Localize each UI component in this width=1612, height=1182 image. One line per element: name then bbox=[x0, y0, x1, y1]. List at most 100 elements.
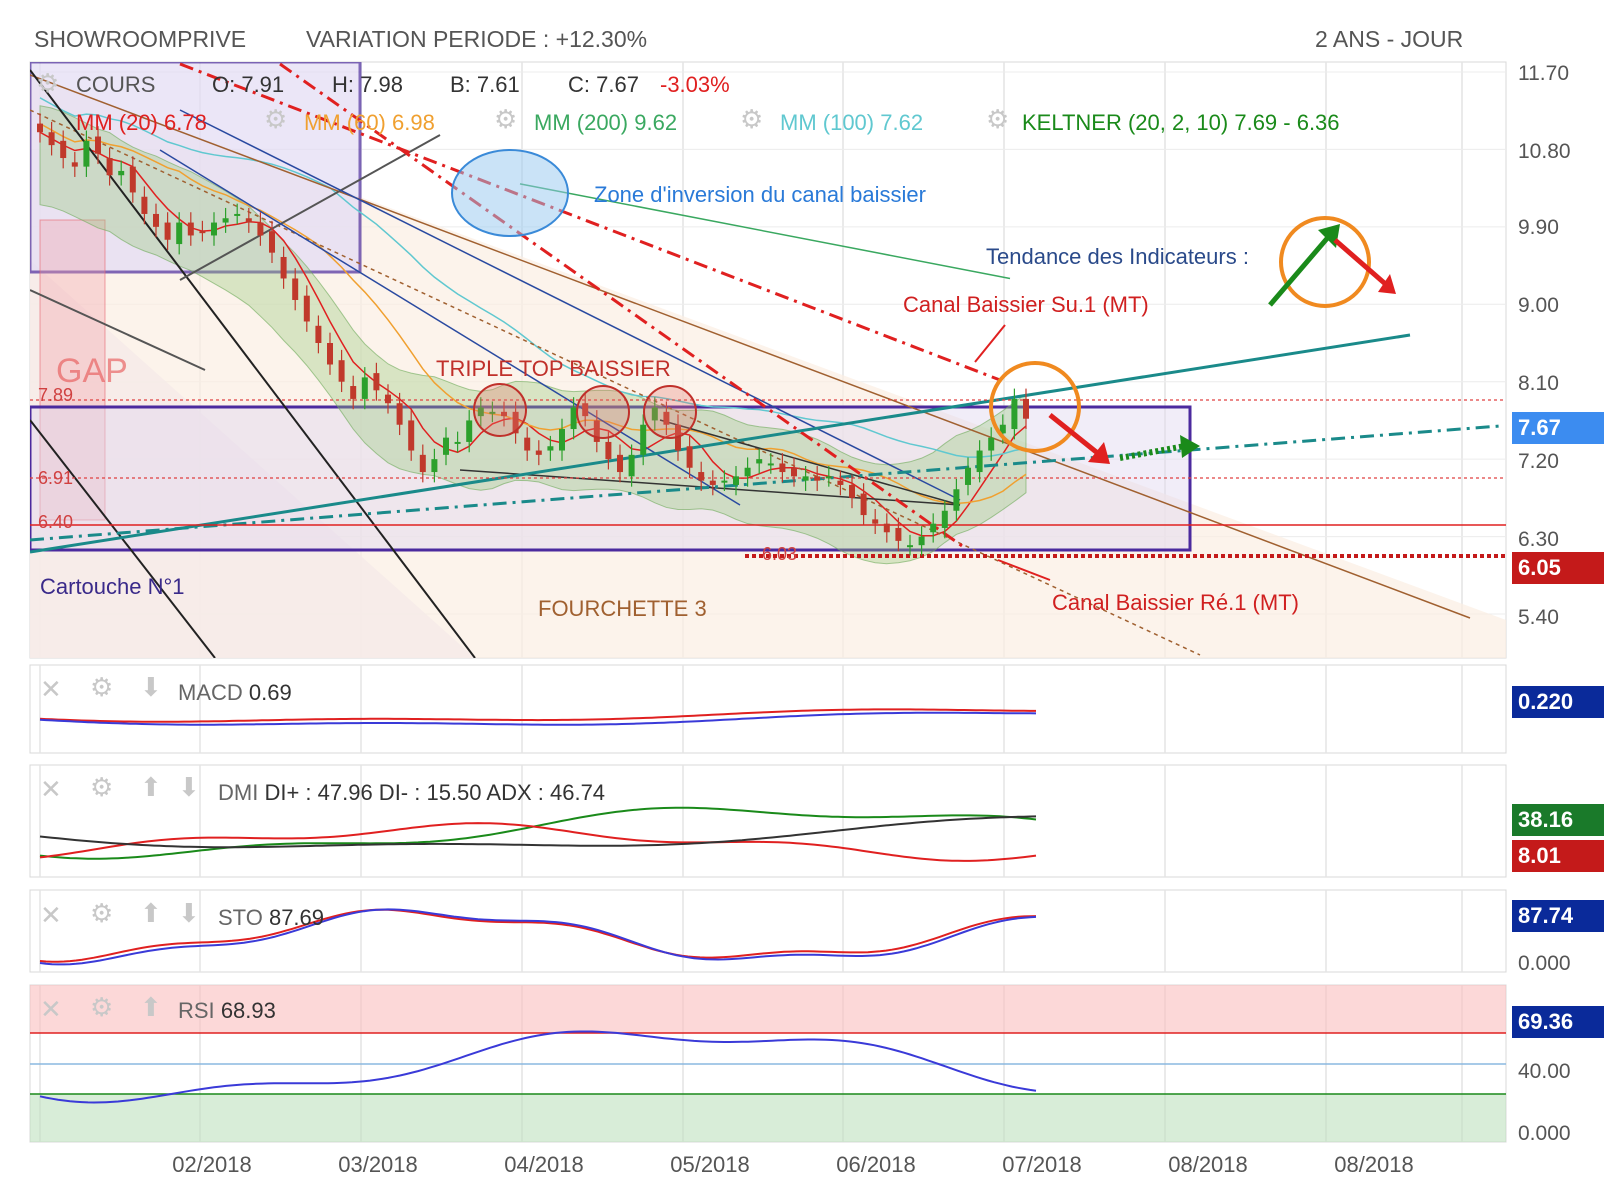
candle bbox=[860, 493, 867, 516]
arrow-down-icon[interactable]: ⬇ bbox=[140, 672, 162, 702]
close-icon[interactable]: ✕ bbox=[40, 674, 62, 704]
candle bbox=[106, 158, 113, 176]
candle bbox=[1011, 398, 1018, 430]
gear-icon[interactable]: ⚙ bbox=[90, 898, 114, 928]
candle bbox=[547, 446, 554, 451]
candle bbox=[269, 231, 275, 253]
y-tick: 7.20 bbox=[1518, 450, 1559, 473]
gear-icon[interactable]: ⚙ bbox=[90, 672, 114, 702]
macd-line bbox=[39, 711, 1037, 726]
green-dotted-arrowhead bbox=[1180, 435, 1200, 458]
channel-line bbox=[30, 109, 1201, 656]
arrow-up-icon[interactable]: ⬆ bbox=[140, 898, 162, 928]
candle bbox=[443, 437, 449, 455]
y-tick: 9.00 bbox=[1518, 294, 1559, 317]
indicator-circle bbox=[1279, 216, 1371, 308]
gap-box bbox=[39, 219, 106, 521]
zone-inversion-label: Zone d'inversion du canal baissier bbox=[594, 182, 926, 207]
gear-icon[interactable]: ⚙ bbox=[264, 104, 288, 134]
period-selector[interactable]: 2 ANS - JOUR bbox=[1315, 26, 1464, 52]
channel-line bbox=[30, 419, 216, 658]
candle bbox=[164, 222, 171, 240]
candle bbox=[466, 420, 473, 442]
candle bbox=[570, 407, 577, 430]
candle bbox=[802, 476, 809, 481]
arrow-down-icon[interactable]: ⬇ bbox=[178, 772, 200, 802]
highlight-circle bbox=[989, 361, 1081, 453]
candle bbox=[48, 132, 55, 146]
channel-line bbox=[30, 289, 206, 371]
x-tick: 08/2018 bbox=[1168, 1152, 1248, 1177]
candle bbox=[756, 459, 763, 464]
canal-re1-label: Canal Baissier Ré.1 (MT) bbox=[1052, 590, 1299, 615]
gear-icon[interactable]: ⚙ bbox=[494, 104, 518, 134]
candle bbox=[999, 424, 1006, 434]
inversion-ellipse bbox=[451, 149, 569, 237]
candle bbox=[698, 472, 705, 481]
rsi-badge: 69.36 bbox=[1512, 1006, 1604, 1038]
change-value: -3.03% bbox=[660, 72, 730, 97]
candle bbox=[315, 325, 322, 343]
arrow-up-icon[interactable]: ⬆ bbox=[140, 992, 162, 1022]
gear-icon[interactable]: ⚙ bbox=[36, 68, 60, 98]
mm60-line bbox=[39, 122, 1027, 505]
candle bbox=[176, 222, 183, 245]
candle bbox=[222, 218, 229, 223]
gear-icon[interactable]: ⚙ bbox=[90, 992, 114, 1022]
candle bbox=[825, 476, 832, 479]
candle bbox=[199, 231, 206, 234]
candle bbox=[71, 162, 78, 167]
symbol-title: SHOWROOMPRIVE bbox=[34, 26, 247, 52]
candle bbox=[454, 441, 461, 444]
candle bbox=[153, 213, 159, 227]
candle bbox=[292, 278, 299, 300]
y-tick: 5.40 bbox=[1518, 606, 1559, 629]
candle bbox=[211, 222, 217, 236]
x-tick: 05/2018 bbox=[670, 1152, 750, 1177]
price-down-arrowhead bbox=[1088, 442, 1110, 464]
dmi-panel bbox=[29, 764, 1507, 878]
close-icon[interactable]: ✕ bbox=[40, 900, 62, 930]
candle bbox=[327, 343, 333, 365]
gap-label: GAP bbox=[56, 352, 128, 390]
candle bbox=[918, 536, 925, 546]
cartouche-box-top bbox=[30, 62, 362, 274]
gear-icon[interactable]: ⚙ bbox=[90, 772, 114, 802]
candle bbox=[350, 386, 357, 399]
candle bbox=[385, 394, 391, 404]
sto-badge: 87.74 bbox=[1512, 900, 1604, 932]
candle bbox=[976, 450, 983, 473]
candle bbox=[489, 411, 496, 414]
candle bbox=[593, 420, 600, 442]
sto-panel bbox=[29, 889, 1507, 973]
x-tick: 08/2018 bbox=[1334, 1152, 1414, 1177]
arrow-down-icon[interactable]: ⬇ bbox=[178, 898, 200, 928]
level-603-label: 6.03 bbox=[762, 544, 798, 564]
gear-icon[interactable]: ⚙ bbox=[986, 104, 1010, 134]
teal-trendline bbox=[30, 333, 1411, 554]
triple-top-label: TRIPLE TOP BAISSIER bbox=[436, 356, 671, 381]
rsi-legend: RSI 68.93 bbox=[178, 998, 276, 1023]
dmi-minus-line bbox=[39, 822, 1037, 862]
candle bbox=[257, 222, 264, 236]
y-tick: 10.80 bbox=[1518, 140, 1571, 163]
rsi-line bbox=[39, 1030, 1037, 1104]
arrow-up-icon[interactable]: ⬆ bbox=[140, 772, 162, 802]
x-tick: 07/2018 bbox=[1002, 1152, 1082, 1177]
triple-top-circle bbox=[576, 385, 630, 439]
adx-line bbox=[39, 815, 1037, 849]
close-icon[interactable]: ✕ bbox=[40, 994, 62, 1024]
gear-icon[interactable]: ⚙ bbox=[740, 104, 764, 134]
x-tick: 06/2018 bbox=[836, 1152, 916, 1177]
close-icon[interactable]: ✕ bbox=[40, 774, 62, 804]
canal-re1-line bbox=[279, 62, 966, 550]
candle bbox=[512, 411, 519, 434]
candle bbox=[95, 136, 101, 154]
y-tick: 0.000 bbox=[1518, 952, 1571, 975]
mm20-legend: MM (20) 6.78 bbox=[76, 110, 207, 135]
triple-top-circle bbox=[643, 385, 697, 439]
candle bbox=[118, 170, 125, 176]
candle bbox=[431, 459, 438, 473]
channel-line bbox=[659, 419, 961, 506]
canal-su1-line bbox=[179, 62, 1001, 382]
